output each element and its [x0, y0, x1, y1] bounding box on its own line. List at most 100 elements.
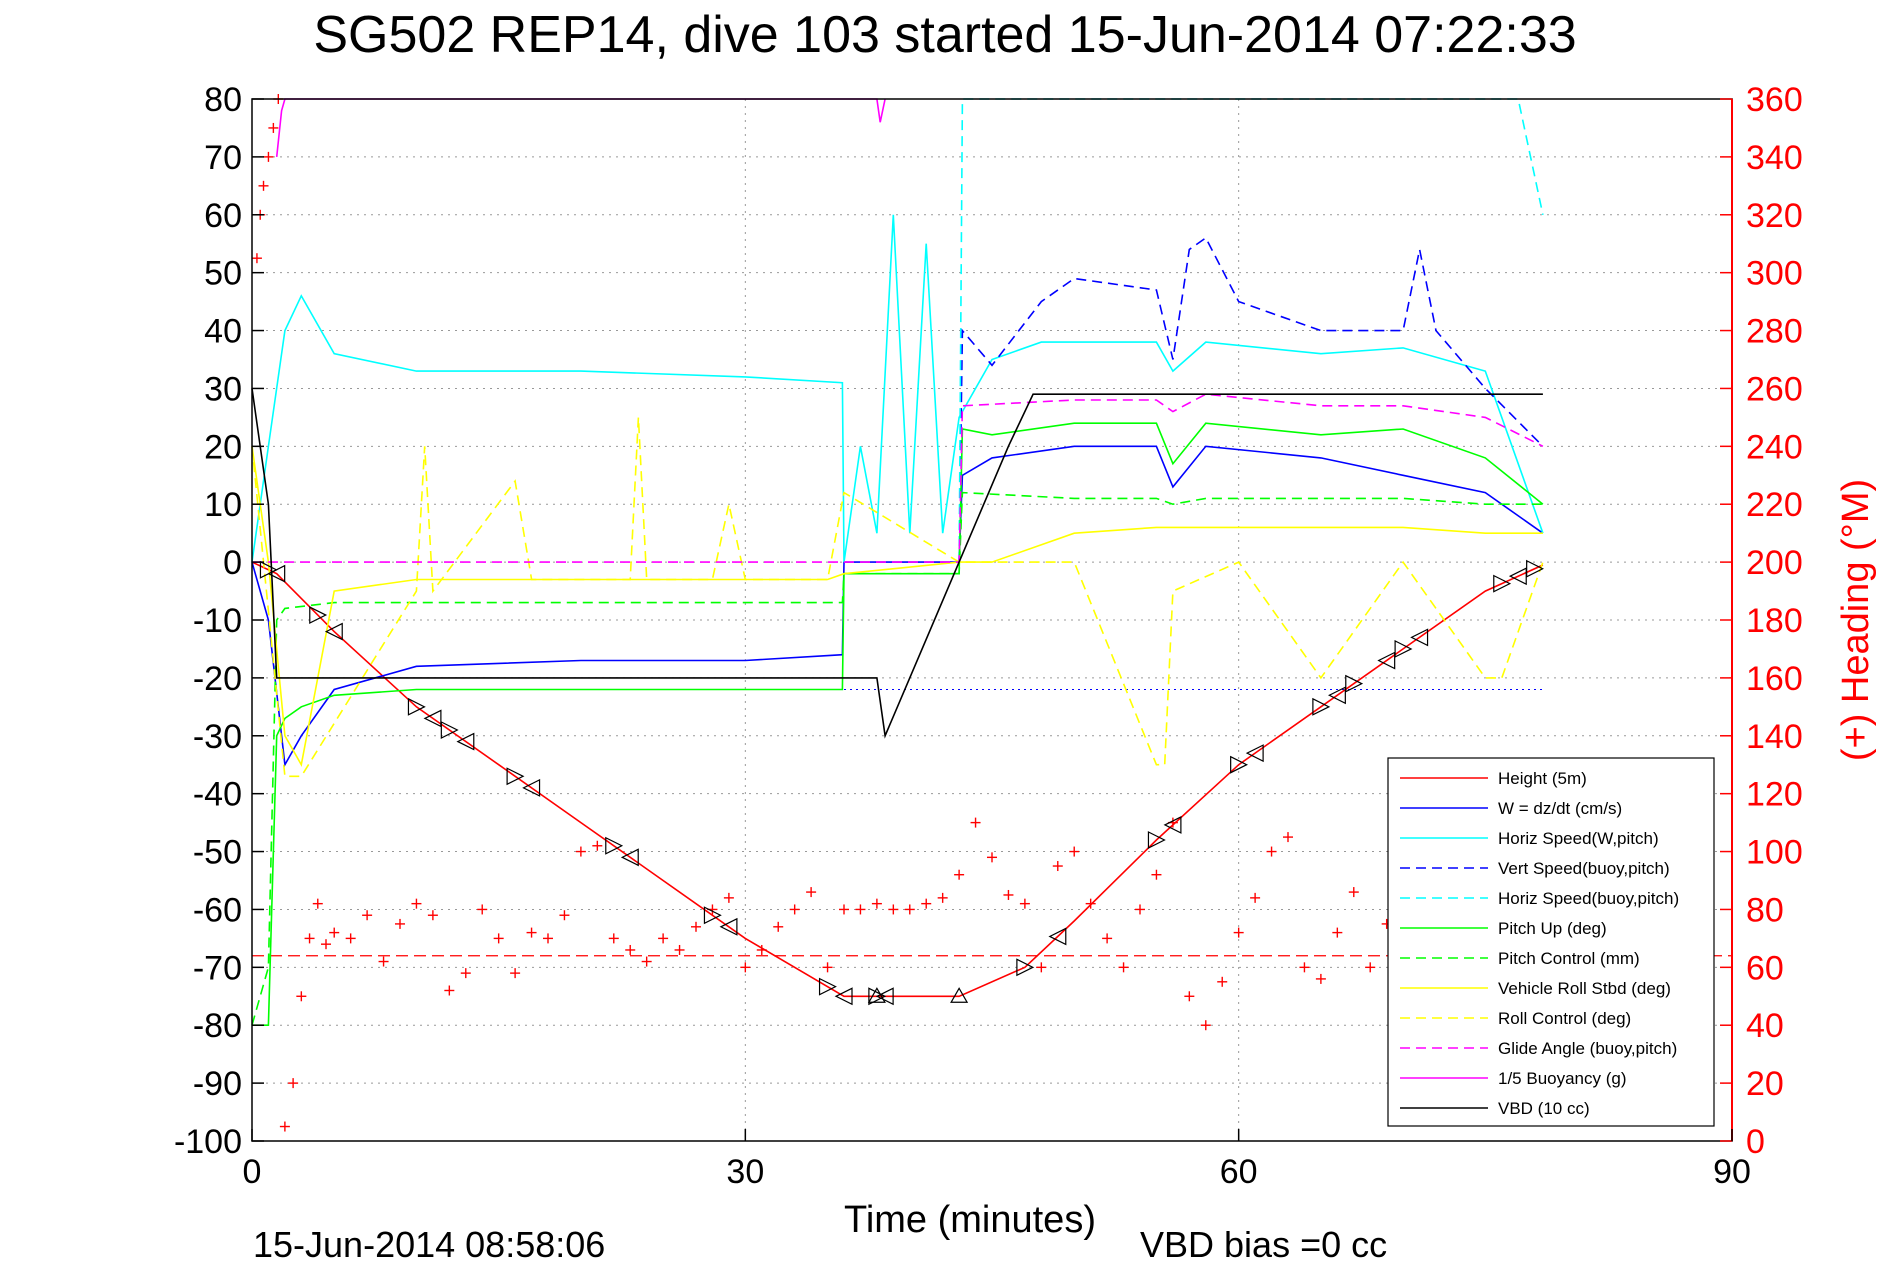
y-tick-label-right: 220	[1746, 486, 1803, 524]
y-tick-label: 0	[223, 544, 242, 582]
triangle-marker	[456, 732, 475, 751]
heading-point	[773, 921, 784, 932]
x-tick-label: 90	[1713, 1153, 1751, 1191]
y-tick-label-right: 180	[1746, 602, 1803, 640]
y-tick-label-right: 300	[1746, 255, 1803, 293]
heading-point	[268, 122, 279, 133]
x-tick-label: 30	[726, 1153, 764, 1191]
heading-point	[1250, 892, 1261, 903]
y-tick-label-right: 280	[1746, 313, 1803, 351]
y-tick-label-right: 80	[1746, 891, 1784, 929]
heading-point	[1019, 898, 1030, 909]
triangle-marker	[875, 987, 894, 1006]
legend-label: Vehicle Roll Stbd (deg)	[1498, 979, 1671, 998]
heading-point	[756, 944, 767, 955]
legend-label: 1/5 Buoyancy (g)	[1498, 1069, 1627, 1088]
heading-point	[444, 985, 455, 996]
triangle-marker	[1230, 755, 1249, 774]
legend-label: Vert Speed(buoy,pitch)	[1498, 859, 1670, 878]
y-tick-label: -30	[193, 718, 242, 756]
heading-point	[641, 956, 652, 967]
heading-point	[263, 151, 274, 162]
y-tick-label: -90	[193, 1065, 242, 1103]
heading-point	[1299, 962, 1310, 973]
y-tick-label-right: 360	[1746, 81, 1803, 119]
triangle-marker	[703, 906, 722, 925]
heading-point	[954, 869, 965, 880]
legend-label: Horiz Speed(buoy,pitch)	[1498, 889, 1679, 908]
y-tick-label: 40	[204, 313, 242, 351]
y-tick-label: -100	[174, 1123, 242, 1161]
heading-point	[937, 892, 948, 903]
y-tick-label: 10	[204, 486, 242, 524]
footer-vbd-bias: VBD bias =0 cc	[1140, 1224, 1387, 1262]
heading-point	[658, 933, 669, 944]
y-tick-label: -20	[193, 660, 242, 698]
heading-point	[559, 910, 570, 921]
triangle-marker	[1493, 574, 1512, 593]
heading-point	[1085, 898, 1096, 909]
series-line-11	[251, 388, 1543, 739]
y-tick-label: 70	[204, 139, 242, 177]
heading-point	[296, 991, 307, 1002]
series-line-3	[958, 236, 1544, 563]
triangle-marker	[1526, 559, 1545, 578]
heading-point	[789, 904, 800, 915]
series-line-9	[252, 393, 1544, 563]
triangle-marker	[818, 977, 837, 996]
y-ticks-left: 80 70 60 50 40 30 20 10 0 -10 -20 -30 -40 -50 -60 -70 -8…	[174, 81, 264, 1161]
y-tick-label-right: 120	[1746, 776, 1803, 814]
heading-point	[362, 910, 373, 921]
y-tick-label: 50	[204, 255, 242, 293]
heading-point	[288, 1078, 299, 1089]
triangle-marker-up	[950, 987, 969, 1003]
heading-point	[1200, 1020, 1211, 1031]
legend-label: VBD (10 cc)	[1498, 1099, 1590, 1118]
heading-point	[1069, 846, 1080, 857]
heading-point	[839, 904, 849, 915]
heading-point	[378, 956, 389, 967]
heading-point	[1151, 869, 1162, 880]
heading-point	[592, 840, 603, 851]
y-tick-label-right: 20	[1746, 1065, 1784, 1103]
heading-point	[1332, 927, 1343, 938]
legend-label: W = dz/dt (cm/s)	[1498, 799, 1622, 818]
legend-box	[1387, 757, 1715, 1127]
heading-point	[1348, 887, 1359, 898]
triangle-marker	[1147, 831, 1166, 849]
triangle-marker	[1016, 958, 1035, 977]
heading-layer	[251, 94, 1458, 1132]
triangle-marker	[440, 721, 459, 739]
heading-point	[543, 933, 553, 944]
heading-point	[904, 904, 915, 915]
triangle-marker	[1410, 628, 1429, 647]
triangle-marker	[1345, 674, 1364, 693]
y-tick-label: 60	[204, 197, 242, 235]
heading-point	[312, 898, 323, 909]
triangle-marker-up	[867, 987, 886, 1003]
x-axis-label: Time (minutes)	[844, 1199, 1096, 1241]
series-line-8	[251, 417, 1544, 778]
heading-point	[526, 927, 537, 938]
heading-point	[304, 933, 315, 944]
heading-point	[970, 817, 981, 828]
heading-point	[888, 904, 899, 915]
x-ticks: 0 30 60 90	[243, 1129, 1751, 1191]
legend-label: Height (5m)	[1498, 769, 1587, 788]
y-tick-label-right: 320	[1746, 197, 1803, 235]
triangle-marker	[1377, 651, 1396, 670]
legend-label: Roll Control (deg)	[1498, 1009, 1631, 1028]
triangle-marker	[1245, 744, 1264, 763]
heading-point	[1315, 973, 1326, 984]
triangle-marker	[506, 767, 525, 786]
heading-point	[1102, 933, 1113, 944]
triangle-marker	[1394, 639, 1413, 658]
triangle-marker	[719, 917, 738, 936]
triangle-marker	[1312, 697, 1331, 716]
heading-point	[625, 944, 636, 955]
y-tick-label-right: 260	[1746, 370, 1803, 408]
heading-point	[1118, 962, 1129, 973]
y-tick-label-right: 340	[1746, 139, 1803, 177]
heading-point	[855, 904, 866, 915]
heading-point	[477, 904, 488, 915]
